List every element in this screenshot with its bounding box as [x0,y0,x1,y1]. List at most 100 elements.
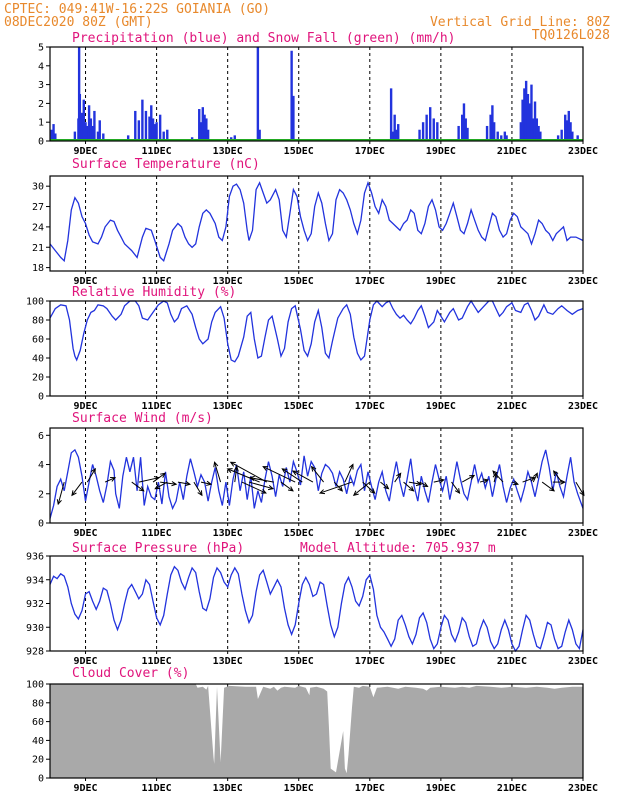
wind-arrow [227,468,260,483]
x-tick-label: 21DEC [497,783,527,794]
wind-arrow [319,481,353,494]
panel-4-title: Surface Wind (m/s) [72,411,213,426]
precip-bar [141,99,144,141]
wind-arrow-head [352,490,359,497]
x-tick-label: 13DEC [213,656,243,667]
wind-arrow-head [348,463,354,470]
wind-arrow [248,481,274,490]
wind-arrow-head [533,472,538,479]
wind-arrow-head [337,485,344,492]
x-tick-label: 11DEC [142,656,172,667]
wind-arrow [541,481,555,492]
precip-bar [418,129,421,141]
series-line [49,565,584,653]
wind-arrow-head [291,470,298,476]
y-tick-label: 24 [32,222,44,233]
wind-arrow-head [438,478,445,484]
wind-arrow-head [229,461,236,467]
panel-frame [49,683,584,779]
precip-bar [503,131,507,141]
x-tick-label: 21DEC [497,401,527,412]
wind-arrow-head [396,472,402,479]
panel-1-title: Precipitation (blue) and Snow Fall (gree… [72,31,456,46]
precip-bar [421,122,425,141]
precip-bar [464,118,467,141]
x-tick-label: 11DEC [142,528,172,539]
panel-3-title: Relative Humidity (%) [72,285,236,300]
header-run-date: 08DEC2020 80Z (GMT) [4,15,153,30]
y-tick-label: 928 [26,647,44,658]
wind-arrow [408,481,421,485]
y-tick-label: 20 [32,373,44,384]
y-tick-label: 934 [26,575,44,586]
precip-bar [560,129,563,141]
y-tick-label: 2 [38,489,44,500]
y-tick-label: 0 [38,519,44,530]
wind-arrow-head [408,486,415,492]
panel-2: Surface Temperature (nC) 18 21 24 27 30 9DEC 11… [32,157,598,287]
x-tick-label: 15DEC [284,528,314,539]
x-tick-label: 15DEC [284,401,314,412]
precip-bar [556,135,560,141]
x-tick-label: 13DEC [213,401,243,412]
precip-bar [564,114,567,141]
precip-bar [203,114,206,141]
panel-5-annotation: Model Altitude: 705.937 m [300,541,496,556]
header-station: CPTEC: 049:41W-16:22S GOIANIA (GO) [4,2,270,17]
series-line [49,299,584,363]
wind-arrow [282,468,303,483]
precip-bar [148,116,151,141]
y-tick-label: 0 [38,392,44,403]
wind-arrow-head [529,476,536,482]
wind-arrow-head [262,466,269,471]
x-tick-label: 9DEC [73,528,97,539]
precip-bar [535,118,539,141]
x-tick-label: 19DEC [426,401,456,412]
wind-arrow-head [71,490,77,497]
precip-bar [492,122,496,141]
y-tick-label: 80 [32,698,44,709]
precip-bar [54,133,57,141]
y-tick-label: 60 [32,717,44,728]
wind-arrow [451,481,460,494]
precip-bar [151,118,155,141]
precip-bar [52,124,55,141]
precip-bar [425,114,428,141]
wind-arrow [131,481,145,492]
precip-bar [489,114,492,141]
y-tick-label: 3 [38,80,44,91]
x-tick-label: 21DEC [497,146,527,157]
wind-arrow-head [310,465,317,472]
wind-arrow [522,477,535,483]
precip-bar [519,122,523,141]
x-tick-label: 13DEC [213,528,243,539]
panel-frame [49,427,584,524]
precip-bar [569,122,572,141]
precip-bar [466,127,469,141]
precip-bar [137,120,141,141]
x-tick-label: 23DEC [568,146,598,157]
precip-bar [500,135,503,141]
precip-bar [162,131,165,141]
y-tick-label: 932 [26,599,44,610]
x-tick-label: 19DEC [426,528,456,539]
precip-bar [89,118,93,141]
wind-arrow [214,462,222,483]
x-tick-label: 11DEC [142,146,172,157]
precip-bar [496,131,499,141]
wind-arrow [262,466,296,483]
y-tick-label: 4 [38,61,44,72]
y-tick-label: 21 [32,243,44,254]
precip-bar [93,110,96,141]
panel-frame [49,46,584,142]
wind-arrow [193,481,203,496]
panel-2-title: Surface Temperature (nC) [72,157,260,172]
precip-bar [530,84,533,141]
panel-5-title: Surface Pressure (hPa) [72,541,244,556]
precip-bar [199,122,203,141]
x-tick-label: 23DEC [568,276,598,287]
panel-1: Precipitation (blue) and Snow Fall (gree… [38,31,598,157]
wind-arrow [230,461,267,483]
precip-bar [73,131,77,141]
x-tick-label: 9DEC [73,401,97,412]
